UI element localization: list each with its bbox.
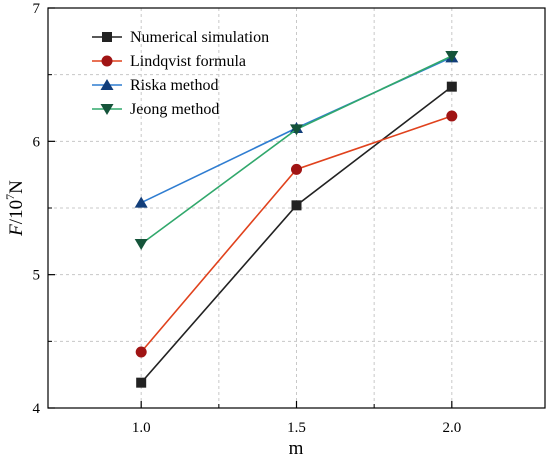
legend-item: Riska method — [92, 77, 218, 94]
legend-item: Numerical simulation — [92, 29, 269, 46]
data-point — [136, 377, 147, 388]
x-tick-label: 2.0 — [442, 420, 461, 436]
y-axis-title: F/107N — [3, 180, 27, 237]
data-point — [135, 346, 147, 358]
series-2 — [135, 110, 458, 358]
data-point — [134, 196, 148, 208]
legend-label: Jeong method — [130, 101, 219, 118]
series-layer — [134, 51, 459, 388]
data-point — [291, 200, 302, 211]
x-tick-label: 1.5 — [287, 420, 306, 436]
series-4 — [134, 51, 459, 250]
y-tick-label: 7 — [33, 1, 41, 17]
data-point — [290, 124, 303, 136]
y-axis: 4 5 6 7 — [33, 1, 55, 417]
legend-item: Jeong method — [92, 101, 219, 118]
y-tick-label: 6 — [33, 134, 41, 150]
y-axis-title-unit: N — [6, 180, 27, 194]
y-axis-title-main: F — [6, 224, 27, 237]
x-tick-label: 1.0 — [132, 420, 151, 436]
y-axis-title-exp: 7 — [3, 194, 17, 200]
data-point — [446, 81, 457, 92]
series-1 — [136, 81, 457, 388]
y-tick-label: 4 — [33, 401, 41, 417]
data-point — [445, 51, 459, 62]
legend-marker — [102, 32, 112, 42]
grid — [48, 8, 545, 408]
data-point — [134, 239, 148, 250]
y-axis-title-sep: /10 — [6, 200, 27, 224]
x-axis: 1.0 1.5 2.0 — [132, 401, 461, 436]
legend-label: Riska method — [130, 77, 218, 94]
legend-marker — [100, 79, 114, 90]
legend-marker — [100, 104, 114, 115]
y-tick-label: 5 — [33, 268, 41, 284]
legend-item: Lindqvist formula — [92, 53, 246, 70]
x-axis-title: m — [289, 438, 304, 459]
legend-marker — [101, 55, 113, 67]
legend-label: Numerical simulation — [130, 29, 269, 46]
data-point — [446, 110, 458, 122]
data-point — [291, 163, 302, 175]
legend-label: Lindqvist formula — [130, 53, 246, 70]
legend: Numerical simulation Lindqvist formula Ris… — [92, 29, 269, 118]
